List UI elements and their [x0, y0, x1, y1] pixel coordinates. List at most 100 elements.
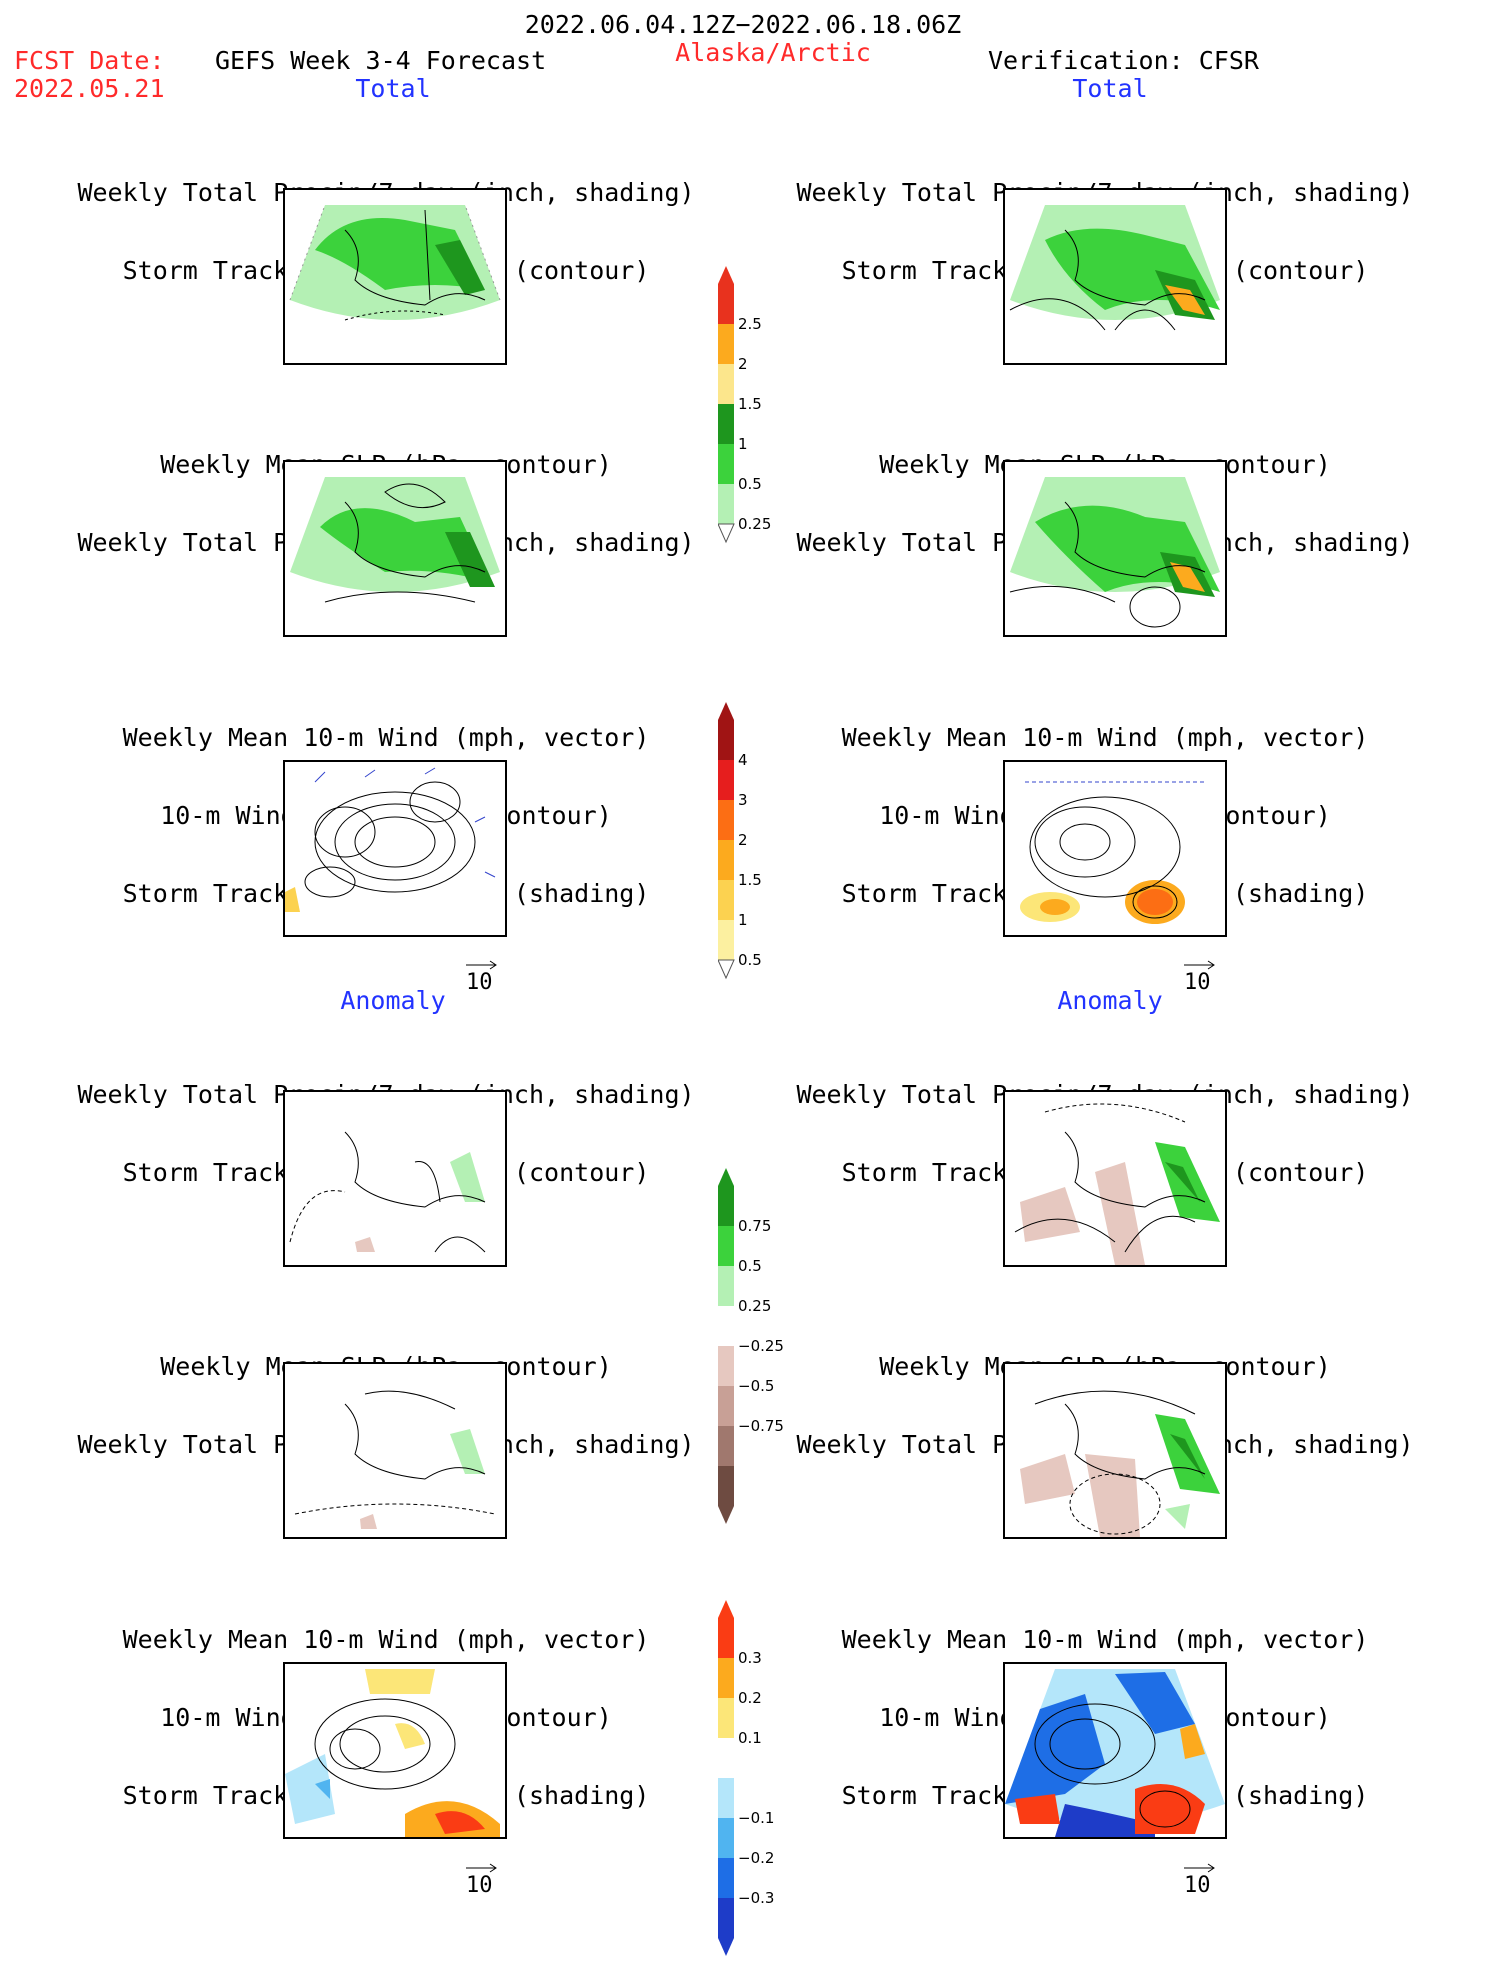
vector-scale-value: 10	[1184, 1873, 1211, 1898]
map-slp-precip-fcst	[283, 460, 507, 637]
colorbar-label: 0.25	[738, 1297, 772, 1315]
colorbar-segment	[718, 1658, 734, 1698]
colorbar-label: 0.5	[738, 951, 762, 969]
map-slp-precip-verif	[1003, 460, 1227, 637]
colorbar-graphic	[717, 266, 735, 544]
section-anomaly-left: Anomaly	[340, 986, 446, 1015]
fcst-date-value: 2022.05.21	[14, 74, 165, 103]
map-total-precip-verif	[1003, 188, 1227, 365]
colorbar-segment	[718, 1346, 734, 1386]
colorbar-label: 0.25	[738, 515, 772, 533]
colorbar-label: 3	[738, 791, 748, 809]
map-anom-wind-fcst	[283, 1662, 507, 1839]
map-anom-precip-fcst	[283, 1090, 507, 1267]
colorbar-segment	[718, 484, 734, 524]
colorbar-graphic	[717, 702, 735, 980]
map-anom-precip-verif	[1003, 1090, 1227, 1267]
colorbar-cap-bottom	[717, 959, 735, 980]
vector-scale-left-1: 10	[466, 960, 500, 995]
colorbar-segment	[718, 720, 734, 760]
colorbar-label: 2	[738, 355, 748, 373]
vector-scale-right-2: 10	[1184, 1863, 1218, 1898]
colorbar-segment	[718, 284, 734, 324]
map-anom-slp-fcst	[283, 1362, 507, 1539]
colorbar-label: −0.3	[738, 1889, 775, 1907]
colorbar-segment	[718, 324, 734, 364]
title-line: Weekly Mean 10-m Wind (mph, vector)	[841, 723, 1369, 752]
colorbar-cap-top	[718, 702, 734, 720]
colorbar-label: 1	[738, 911, 748, 929]
vector-scale-right-1: 10	[1184, 960, 1218, 995]
colorbar-precip-total: 2.5 2 1.5 1 0.5 0.25	[717, 266, 808, 566]
arrow-icon	[466, 960, 497, 970]
map-anom-wind-verif	[1003, 1662, 1227, 1839]
colorbar-label: −0.2	[738, 1849, 775, 1867]
arrow-icon	[466, 1863, 497, 1873]
colorbar-segment	[718, 1226, 734, 1266]
verification-title: Verification: CFSR	[988, 46, 1259, 75]
vector-scale-value: 10	[466, 1873, 493, 1898]
map-total-precip-fcst	[283, 188, 507, 365]
arrow-icon	[1184, 960, 1215, 970]
colorbar-segment	[718, 1426, 734, 1466]
map-wind-track-fcst	[283, 760, 507, 937]
colorbar-segment	[718, 920, 734, 960]
colorbar-graphic	[718, 1168, 734, 1524]
colorbar-segment	[718, 1778, 734, 1818]
colorbar-track-total: 4 3 2 1.5 1 0.5	[717, 702, 808, 1002]
fcst-date-label: FCST Date:	[14, 46, 165, 75]
model-title: GEFS Week 3-4 Forecast	[215, 46, 547, 75]
colorbar-label: 1.5	[738, 395, 762, 413]
colorbar-segment	[718, 444, 734, 484]
colorbar-cap-top	[718, 1600, 734, 1618]
colorbar-segment	[718, 1898, 734, 1938]
colorbar-label: 2	[738, 831, 748, 849]
colorbar-track-anom: 0.3 0.2 0.1 −0.1 −0.2 −0.3	[718, 1600, 808, 1980]
colorbar-segment	[718, 1186, 734, 1226]
vector-scale-left-2: 10	[466, 1863, 500, 1898]
colorbar-precip-anom: 0.75 0.5 0.25 −0.25 −0.5 −0.75	[718, 1168, 808, 1548]
colorbar-segment	[718, 1818, 734, 1858]
section-total-right: Total	[1072, 74, 1148, 103]
colorbar-label: 0.1	[738, 1729, 762, 1747]
colorbar-graphic	[718, 1600, 734, 1956]
map-wind-track-verif	[1003, 760, 1227, 937]
colorbar-label: 0.2	[738, 1689, 762, 1707]
colorbar-label: −0.1	[738, 1809, 775, 1827]
colorbar-label: 4	[738, 751, 748, 769]
colorbar-label: 0.5	[738, 1257, 762, 1275]
colorbar-segment	[718, 1618, 734, 1658]
colorbar-label: 0.5	[738, 475, 762, 493]
arrow-icon	[1184, 1863, 1215, 1873]
date-range: 2022.06.04.12Z−2022.06.18.06Z	[524, 10, 962, 39]
colorbar-segment	[718, 1266, 734, 1306]
colorbar-label: 0.3	[738, 1649, 762, 1667]
colorbar-segment	[718, 404, 734, 444]
colorbar-label: 1	[738, 435, 748, 453]
title-line: Weekly Mean 10-m Wind (mph, vector)	[841, 1625, 1369, 1654]
title-line: Weekly Mean 10-m Wind (mph, vector)	[122, 1625, 650, 1654]
colorbar-cap-bottom	[718, 1506, 734, 1524]
colorbar-label: 1.5	[738, 871, 762, 889]
colorbar-segment	[718, 364, 734, 404]
colorbar-label: 2.5	[738, 315, 762, 333]
region-title: Alaska/Arctic	[675, 38, 871, 67]
colorbar-cap-bottom	[717, 523, 735, 544]
colorbar-cap-bottom	[718, 1938, 734, 1956]
colorbar-label: −0.25	[738, 1337, 784, 1355]
title-line: Weekly Mean 10-m Wind (mph, vector)	[122, 723, 650, 752]
colorbar-segment	[718, 800, 734, 840]
colorbar-segment	[718, 1698, 734, 1738]
colorbar-segment	[718, 880, 734, 920]
colorbar-segment	[718, 1858, 734, 1898]
colorbar-segment	[718, 1738, 734, 1778]
section-anomaly-right: Anomaly	[1057, 986, 1163, 1015]
colorbar-segment	[718, 1386, 734, 1426]
vector-scale-value: 10	[466, 970, 493, 995]
colorbar-label: −0.5	[738, 1377, 775, 1395]
colorbar-label: −0.75	[738, 1417, 784, 1435]
colorbar-segment	[718, 840, 734, 880]
colorbar-cap-top	[718, 266, 734, 284]
colorbar-segment	[718, 760, 734, 800]
colorbar-cap-top	[718, 1168, 734, 1186]
